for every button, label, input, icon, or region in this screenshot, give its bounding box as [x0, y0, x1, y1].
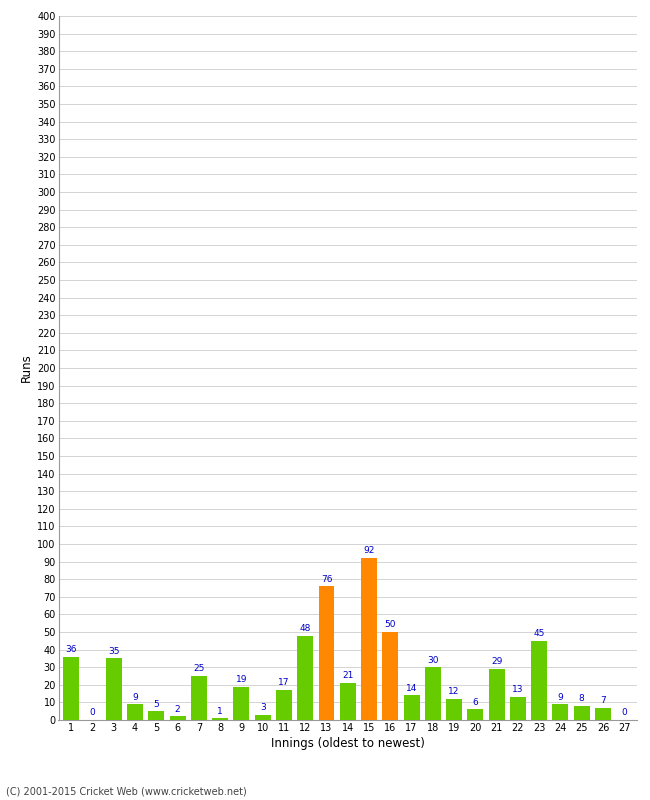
- Bar: [148, 711, 164, 720]
- Text: 3: 3: [260, 703, 266, 712]
- Text: 25: 25: [193, 664, 205, 674]
- Text: 21: 21: [342, 671, 354, 680]
- Bar: [63, 657, 79, 720]
- Bar: [233, 686, 250, 720]
- Bar: [127, 704, 143, 720]
- Text: 19: 19: [236, 675, 247, 684]
- Bar: [106, 658, 122, 720]
- Text: 13: 13: [512, 686, 524, 694]
- Bar: [404, 695, 419, 720]
- Text: 12: 12: [448, 687, 460, 696]
- Text: 9: 9: [132, 693, 138, 702]
- Text: 76: 76: [320, 574, 332, 584]
- Text: 17: 17: [278, 678, 290, 687]
- Text: 5: 5: [153, 699, 159, 709]
- X-axis label: Innings (oldest to newest): Innings (oldest to newest): [271, 737, 424, 750]
- Bar: [595, 708, 611, 720]
- Text: 14: 14: [406, 684, 417, 693]
- Text: 2: 2: [175, 705, 181, 714]
- Bar: [170, 717, 186, 720]
- Text: 8: 8: [579, 694, 584, 703]
- Bar: [510, 697, 526, 720]
- Text: 29: 29: [491, 658, 502, 666]
- Text: 48: 48: [300, 624, 311, 633]
- Text: 7: 7: [600, 696, 606, 705]
- Text: 45: 45: [534, 629, 545, 638]
- Bar: [297, 635, 313, 720]
- Text: (C) 2001-2015 Cricket Web (www.cricketweb.net): (C) 2001-2015 Cricket Web (www.cricketwe…: [6, 786, 247, 796]
- Text: 92: 92: [363, 546, 374, 555]
- Text: 9: 9: [558, 693, 564, 702]
- Y-axis label: Runs: Runs: [20, 354, 33, 382]
- Text: 36: 36: [66, 645, 77, 654]
- Bar: [382, 632, 398, 720]
- Text: 50: 50: [385, 620, 396, 630]
- Text: 6: 6: [473, 698, 478, 707]
- Bar: [361, 558, 377, 720]
- Bar: [531, 641, 547, 720]
- Bar: [425, 667, 441, 720]
- Bar: [318, 586, 335, 720]
- Bar: [276, 690, 292, 720]
- Bar: [467, 710, 484, 720]
- Text: 0: 0: [90, 708, 96, 718]
- Bar: [255, 714, 270, 720]
- Bar: [340, 683, 356, 720]
- Bar: [552, 704, 568, 720]
- Bar: [574, 706, 590, 720]
- Bar: [489, 669, 504, 720]
- Text: 1: 1: [217, 706, 223, 715]
- Text: 35: 35: [108, 646, 120, 656]
- Text: 30: 30: [427, 655, 439, 665]
- Bar: [191, 676, 207, 720]
- Bar: [446, 699, 462, 720]
- Text: 0: 0: [621, 708, 627, 718]
- Bar: [212, 718, 228, 720]
